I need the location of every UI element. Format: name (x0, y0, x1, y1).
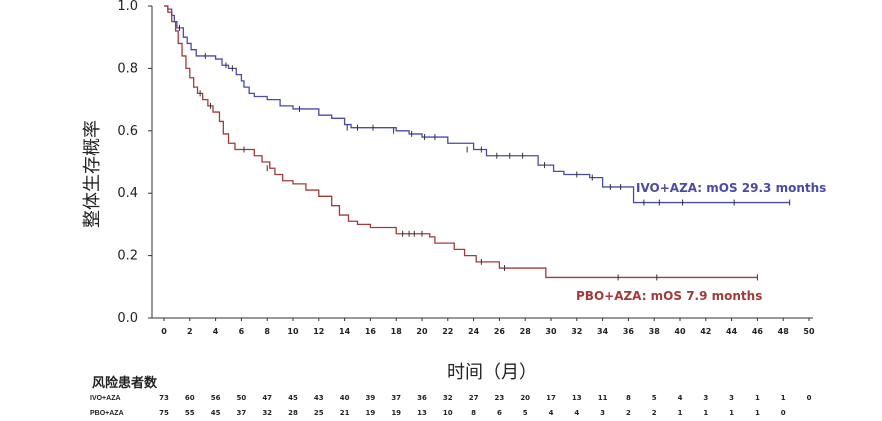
curve-annotations: IVO+AZA: mOS 29.3 months PBO+AZA: mOS 7.… (576, 181, 826, 303)
risk-count: 3 (703, 394, 708, 402)
risk-count: 1 (781, 394, 786, 402)
x-tick-label: 12 (313, 327, 324, 336)
risk-count: 25 (314, 409, 324, 417)
ivo-aza-annotation: IVO+AZA: mOS 29.3 months (636, 181, 826, 195)
y-tick-label: 0.4 (117, 186, 138, 201)
x-tick-label: 4 (213, 327, 219, 336)
risk-count: 5 (523, 409, 528, 417)
x-tick-label: 40 (674, 327, 686, 336)
risk-count: 50 (237, 394, 247, 402)
x-tick-label: 20 (416, 327, 428, 336)
risk-count: 39 (366, 394, 376, 402)
x-tick-label: 18 (391, 327, 403, 336)
x-axis-label: 时间（月） (447, 362, 537, 383)
y-tick-label: 0.2 (117, 249, 138, 264)
risk-count: 6 (497, 409, 502, 417)
risk-count: 28 (288, 409, 298, 417)
x-tick-label: 36 (623, 327, 635, 336)
x-tick-label: 32 (571, 327, 582, 336)
x-tick-label: 44 (726, 327, 738, 336)
risk-count: 17 (546, 394, 556, 402)
x-tick-label: 8 (264, 327, 270, 336)
risk-count: 32 (262, 409, 272, 417)
y-tick-label: 0.8 (117, 61, 138, 76)
x-tick-label: 42 (700, 327, 711, 336)
x-tick-label: 6 (239, 327, 245, 336)
series-line-pbo-aza (164, 5, 758, 279)
risk-row-label: PBO+AZA (90, 410, 124, 417)
risk-count: 13 (417, 409, 427, 417)
risk-count: 3 (600, 409, 605, 417)
risk-count: 0 (781, 409, 786, 417)
risk-count: 21 (340, 409, 350, 417)
risk-count: 4 (549, 409, 554, 417)
risk-count: 13 (572, 394, 582, 402)
risk-count: 73 (159, 394, 169, 402)
risk-count: 27 (469, 394, 479, 402)
risk-count: 3 (729, 394, 734, 402)
pbo-aza-annotation: PBO+AZA: mOS 7.9 months (576, 289, 762, 303)
x-tick-label: 38 (649, 327, 661, 336)
x-tick-label: 30 (545, 327, 557, 336)
risk-count: 5 (652, 394, 657, 402)
risk-count: 32 (443, 394, 453, 402)
x-tick-label: 10 (287, 327, 299, 336)
risk-table: IVO+AZA 73 60 56 50 47 45 43 40 39 37 36 32 27 23 20 17 1… (90, 394, 812, 417)
risk-count: 8 (626, 394, 631, 402)
risk-count: 75 (159, 409, 169, 417)
risk-count: 1 (755, 394, 760, 402)
risk-count: 20 (520, 394, 530, 402)
x-tick-label: 0 (161, 327, 167, 336)
x-tick-label: 46 (752, 327, 764, 336)
chart-axes (151, 6, 813, 319)
risk-table-title: 风险患者数 (92, 375, 158, 390)
risk-count: 8 (471, 409, 476, 417)
risk-count: 47 (262, 394, 272, 402)
risk-count: 56 (211, 394, 221, 402)
risk-count: 45 (211, 409, 221, 417)
risk-count: 19 (391, 409, 401, 417)
x-tick-label: 28 (520, 327, 532, 336)
risk-count: 43 (314, 394, 324, 402)
risk-count: 37 (237, 409, 247, 417)
risk-count: 37 (391, 394, 401, 402)
survival-curves (164, 5, 791, 281)
y-tick-label: 0.6 (117, 124, 138, 139)
risk-count: 45 (288, 394, 298, 402)
x-tick-label: 50 (803, 327, 815, 336)
risk-count: 40 (340, 394, 350, 402)
risk-count: 0 (807, 394, 812, 402)
x-tick-label: 2 (187, 327, 193, 336)
risk-count: 19 (366, 409, 376, 417)
x-tick-label: 26 (494, 327, 506, 336)
y-axis-ticks: 0.0 0.2 0.4 0.6 0.8 1.0 (117, 0, 152, 326)
risk-count: 2 (652, 409, 657, 417)
x-tick-label: 14 (339, 327, 351, 336)
risk-count: 1 (678, 409, 683, 417)
x-axis-ticks: 0 2 4 6 8 10 12 14 16 18 20 22 24 26 28 30 32 34 36 38 40 42 4… (161, 318, 815, 336)
risk-row-label: IVO+AZA (90, 395, 121, 402)
risk-count: 10 (443, 409, 453, 417)
y-tick-label: 0.0 (117, 311, 138, 326)
risk-count: 4 (678, 394, 683, 402)
risk-count: 11 (598, 394, 608, 402)
x-tick-label: 34 (597, 327, 609, 336)
x-tick-label: 24 (468, 327, 480, 336)
risk-count: 23 (495, 394, 505, 402)
risk-count: 60 (185, 394, 195, 402)
risk-count: 55 (185, 409, 195, 417)
risk-count: 1 (703, 409, 708, 417)
y-tick-label: 1.0 (117, 0, 138, 14)
series-line-ivo-aza (164, 5, 790, 204)
x-tick-label: 22 (442, 327, 453, 336)
x-tick-label: 16 (365, 327, 377, 336)
risk-count: 4 (574, 409, 579, 417)
risk-count: 2 (626, 409, 631, 417)
risk-count: 1 (729, 409, 734, 417)
x-tick-label: 48 (778, 327, 790, 336)
risk-count: 1 (755, 409, 760, 417)
y-axis-label: 整体生存概率 (82, 120, 103, 228)
risk-count: 36 (417, 394, 427, 402)
